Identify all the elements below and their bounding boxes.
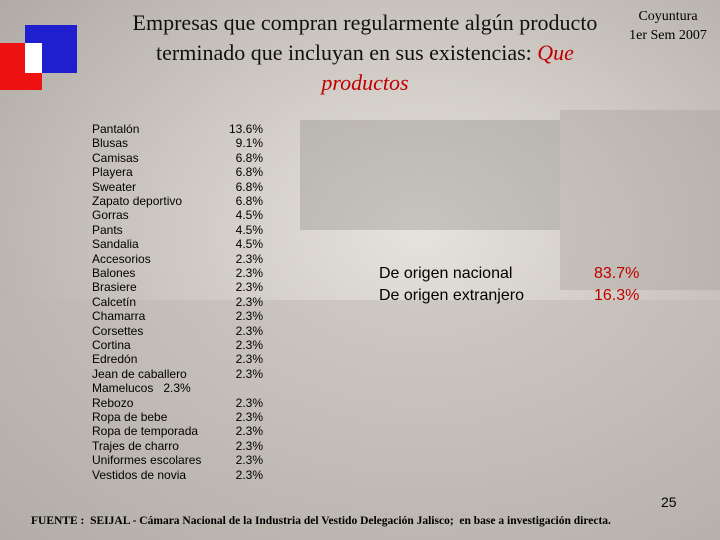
product-name: Pantalón [92,122,140,136]
period-line: 1er Sem 2007 [629,28,707,43]
product-name: Balones [92,266,136,280]
product-percent: 6.8% [235,150,263,165]
product-percent: 6.8% [235,179,263,194]
product-percent: 2.3% [235,309,263,324]
product-percent: 2.3% [235,366,263,381]
origin-label: De origen extranjero [379,287,524,304]
product-percent: 4.5% [235,237,263,252]
origin-percent: 83.7% [594,265,640,282]
product-name: Chamarra [92,309,146,324]
product-name: Blusas [92,136,129,151]
product-percent: 2.3% [235,338,263,352]
product-percent: 2.3% [235,294,263,309]
product-name: Playera [92,165,133,180]
source: FUENTE : SEIJAL - Cámara Nacional de la … [31,515,611,527]
product-percent: 9.1% [235,136,263,151]
page-number: 25 [661,494,677,510]
product-percent: 4.5% [235,208,263,223]
product-percent: 2.3% [235,467,263,482]
product-percent: 2.3% [235,280,263,295]
product-name: Mamelucos 2.3% [92,381,191,396]
origin-percent: 16.3% [594,287,640,304]
product-name: Rebozo [92,395,134,410]
period: Coyuntura 1er Sem 2007 [620,7,716,45]
product-name: Uniformes escolares [92,453,202,468]
product-name: Pants [92,222,123,237]
product-name: Camisas [92,150,139,165]
product-name: Accesorios [92,251,151,266]
product-percent: 2.3% [235,438,263,453]
product-name: Sweater [92,179,137,194]
origin-label: De origen nacional [379,265,513,282]
product-name: Cortina [92,338,131,352]
product-name: Sandalia [92,237,139,252]
product-percent: 2.3% [235,352,263,367]
product-percent: 2.3% [235,323,263,338]
title: Empresas que compran regularmente algún … [110,8,620,98]
product-percent: 4.5% [235,222,263,237]
product-name: Gorras [92,208,129,223]
product-percent: 2.3% [235,266,263,280]
product-name: Trajes de charro [92,438,179,453]
product-name: Calcetín [92,294,137,309]
product-name: Vestidos de novia [92,467,187,482]
title-text: Empresas que compran regularmente algún … [132,10,598,65]
product-percent: 2.3% [235,410,263,424]
product-name: Ropa de bebe [92,410,168,424]
product-name: Ropa de temporada [92,424,199,439]
product-name: Brasiere [92,280,137,295]
product-percent: 13.6% [228,122,263,136]
product-percent: 2.3% [235,453,263,468]
product-percent: 6.8% [235,165,263,180]
product-percent: 2.3% [235,395,263,410]
product-name: Jean de caballero [92,366,187,381]
title-highlight: Que productos [321,40,574,95]
product-percent: 6.8% [235,194,263,208]
product-name: Corsettes [92,323,144,338]
product-percent: 2.3% [235,251,263,266]
product-name: Zapato deportivo [92,194,183,208]
product-percent: 2.3% [235,424,263,439]
period-line: Coyuntura [638,9,698,24]
product-name: Edredón [92,352,138,367]
